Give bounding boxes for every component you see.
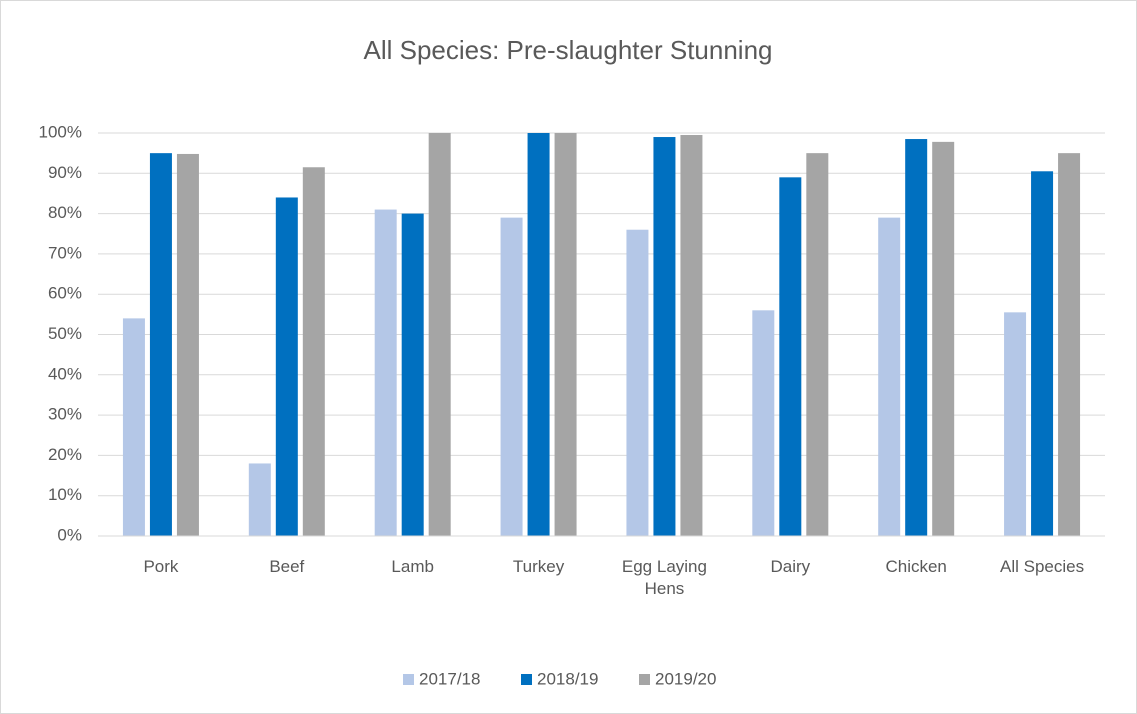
x-tick-label: Chicken — [885, 557, 947, 576]
bar — [401, 213, 424, 536]
bar — [527, 133, 550, 536]
bar — [149, 153, 172, 536]
legend-label: 2018/19 — [537, 669, 598, 688]
y-tick-label: 30% — [48, 405, 82, 424]
y-tick-label: 50% — [48, 324, 82, 343]
bar — [554, 133, 577, 536]
y-tick-label: 0% — [57, 525, 82, 544]
y-tick-label: 90% — [48, 163, 82, 182]
bar — [680, 135, 703, 536]
bar — [374, 209, 397, 536]
bar — [1004, 312, 1027, 536]
legend-swatch — [521, 674, 532, 685]
bar — [878, 217, 901, 536]
y-tick-label: 100% — [39, 122, 82, 141]
legend-swatch — [403, 674, 414, 685]
bar — [248, 463, 271, 536]
y-tick-label: 60% — [48, 284, 82, 303]
bar — [500, 217, 523, 536]
bar — [932, 141, 955, 536]
x-tick-label: Lamb — [391, 557, 434, 576]
legend-label: 2017/18 — [419, 669, 480, 688]
bar — [626, 229, 649, 536]
bar — [122, 318, 145, 536]
x-tick-label: Beef — [269, 557, 305, 576]
x-tick-label: Turkey — [512, 557, 565, 576]
y-tick-label: 10% — [48, 485, 82, 504]
bar — [1031, 171, 1054, 536]
bar — [176, 153, 199, 536]
bar — [428, 133, 451, 536]
x-tick-label: All Species — [1000, 557, 1085, 576]
bar — [806, 153, 829, 536]
chart-title: All Species: Pre-slaughter Stunning — [363, 35, 772, 65]
legend-swatch — [639, 674, 650, 685]
legend-label: 2019/20 — [655, 669, 716, 688]
y-tick-label: 70% — [48, 243, 82, 262]
x-tick-label: Egg Laying Hens — [621, 557, 707, 598]
y-tick-label: 20% — [48, 445, 82, 464]
bar — [752, 310, 775, 536]
y-tick-label: 80% — [48, 203, 82, 222]
y-tick-label: 40% — [48, 364, 82, 383]
bar — [302, 167, 325, 536]
bar — [653, 137, 676, 536]
bar — [275, 197, 298, 537]
x-tick-label: Pork — [143, 557, 179, 576]
x-tick-label: Dairy — [770, 557, 811, 576]
bar — [1058, 153, 1081, 536]
bar — [779, 177, 802, 536]
bar — [905, 139, 928, 537]
